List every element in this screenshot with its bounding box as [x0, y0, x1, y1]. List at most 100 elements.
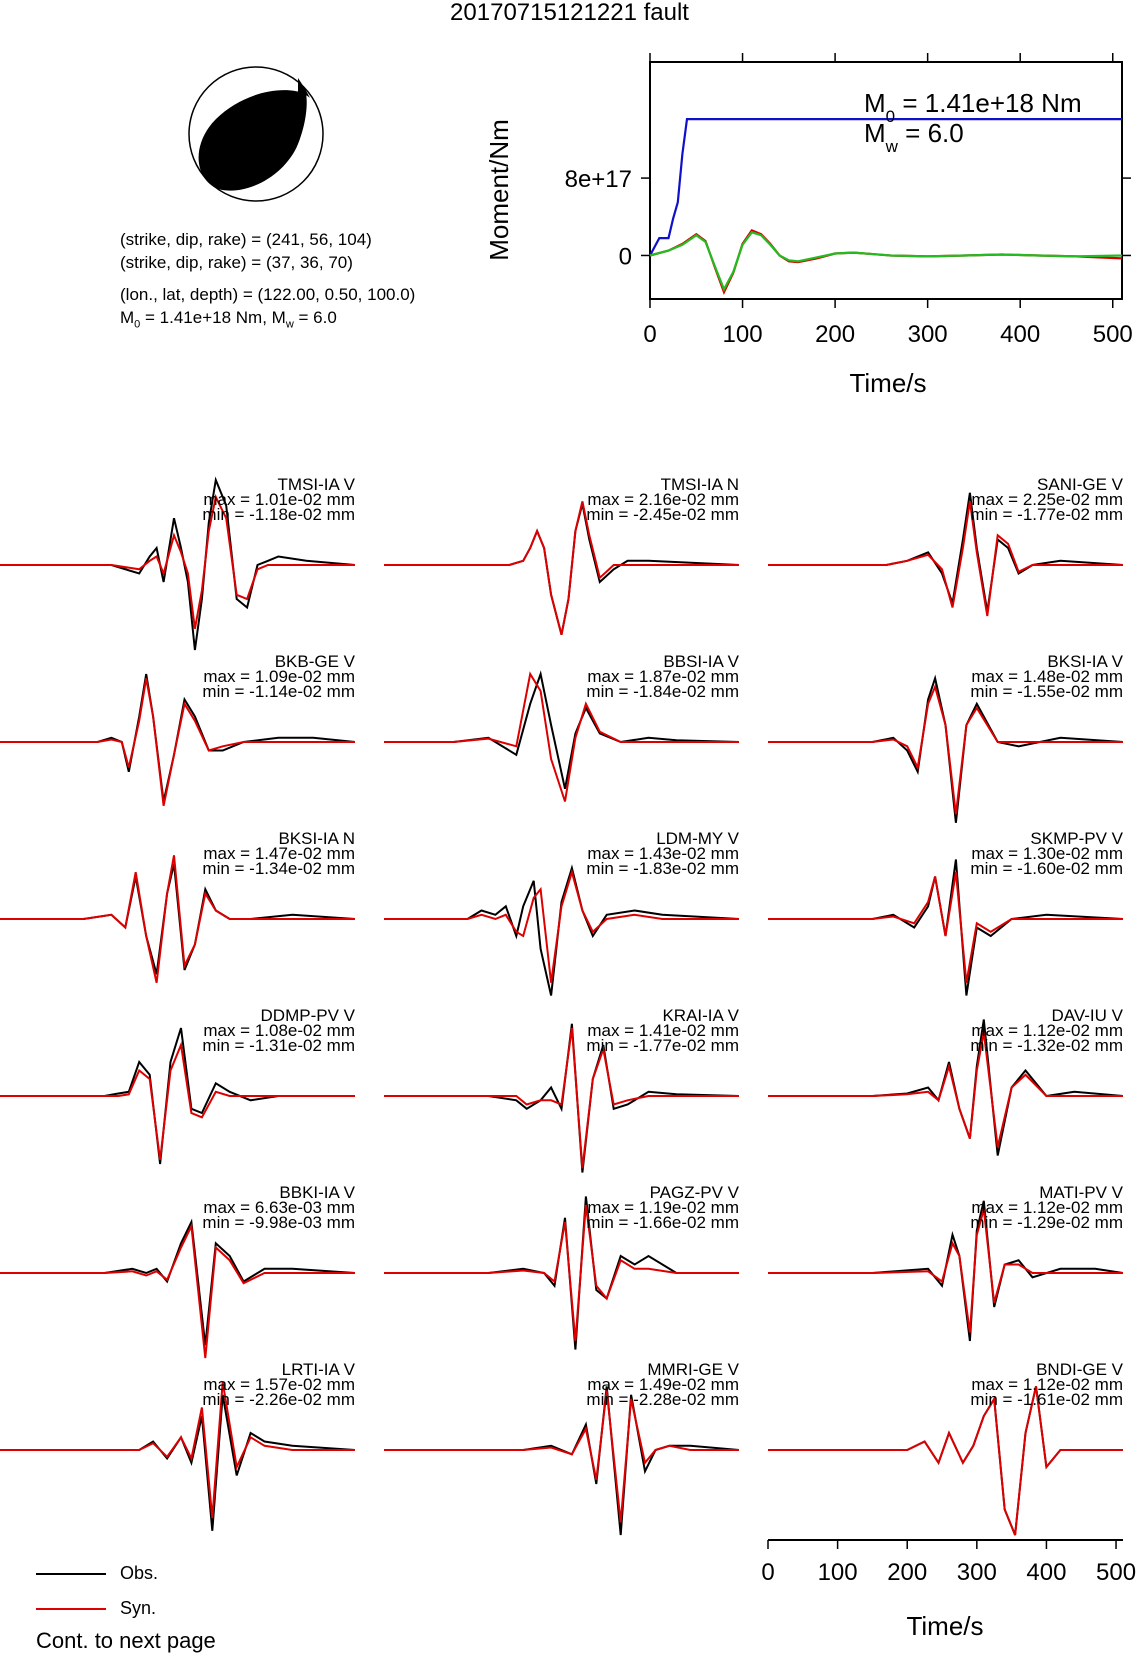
moment-time-chart: Moment/Nm Time/s 0 100 200 300 400 50008e+17 … [484, 53, 1133, 398]
station-name: DDMP-PV V [260, 1006, 355, 1025]
station-trace [0, 476, 355, 651]
syn-trace [0, 1381, 355, 1519]
obs-trace [768, 859, 1123, 996]
station-name: BNDI-GE V [1036, 1360, 1123, 1379]
bottom-x-tick-label: 100 [818, 1559, 858, 1586]
station-min: min = -9.98e-03 mm [202, 1213, 355, 1232]
syn-trace [384, 671, 739, 802]
station-max: max = 1.43e-02 mm [587, 844, 739, 863]
station-min: min = -1.14e-02 mm [202, 682, 355, 701]
station-trace [384, 1386, 739, 1536]
obs-trace [384, 670, 739, 790]
station-name: LDM-MY V [656, 829, 739, 848]
x-tick-label: 500 [1093, 321, 1133, 348]
station-trace [768, 1386, 1123, 1536]
station-name: MATI-PV V [1039, 1183, 1123, 1202]
syn-trace [0, 1222, 355, 1359]
station-min: min = -2.28e-02 mm [586, 1390, 739, 1409]
station-max: max = 2.16e-02 mm [587, 490, 739, 509]
station-trace [768, 859, 1123, 996]
syn-trace [0, 1041, 355, 1160]
y-tick-label: 0 [619, 243, 632, 270]
station-trace [384, 670, 739, 802]
moment-series-0 [649, 118, 1122, 257]
station-name: PAGZ-PV V [649, 1183, 739, 1202]
obs-trace [384, 1196, 739, 1350]
station-trace [0, 1218, 355, 1359]
syn-trace [768, 1032, 1123, 1148]
page-title: 20170715121221 fault [450, 0, 689, 26]
station-max: max = 1.08e-02 mm [203, 1021, 355, 1040]
station-max: max = 1.57e-02 mm [203, 1375, 355, 1394]
station-name: DAV-IU V [1051, 1006, 1123, 1025]
moment-series-2 [649, 231, 1123, 292]
station-trace [768, 674, 1123, 823]
station-trace [0, 1027, 355, 1165]
legend-syn-swatch [36, 1608, 106, 1611]
station-min: min = -1.55e-02 mm [970, 682, 1123, 701]
bottom-x-axis-label: Time/s [906, 1611, 983, 1641]
syn-trace [384, 868, 739, 983]
moment-symbol: M [120, 308, 135, 327]
syn-trace [0, 855, 355, 984]
station-name: MMRI-GE V [647, 1360, 739, 1379]
syn-trace [384, 1204, 739, 1342]
station-min: min = -1.31e-02 mm [202, 1036, 355, 1055]
station-trace [384, 1023, 739, 1173]
syn-trace [768, 501, 1123, 617]
station-max: max = 1.19e-02 mm [587, 1198, 739, 1217]
station-name: TMSI-IA V [277, 475, 355, 494]
station-max: max = 1.47e-02 mm [203, 844, 355, 863]
moment-magnitude-line: M0 = 1.41e+18 Nm, Mw = 6.0 [120, 307, 337, 335]
legend-syn-label: Syn. [120, 1598, 157, 1618]
station-trace [768, 492, 1123, 617]
syn-trace [384, 1027, 739, 1169]
station-trace [0, 673, 355, 806]
legend-syn: Syn. [36, 1598, 156, 1619]
nodal-plane-2: (strike, dip, rake) = (37, 36, 70) [120, 253, 353, 272]
syn-trace [0, 493, 355, 629]
station-min: min = -2.26e-02 mm [202, 1390, 355, 1409]
nodal-plane-1: (strike, dip, rake) = (241, 56, 104) [120, 230, 372, 249]
mw-value: = 6.0 [293, 308, 337, 327]
mw-sub: w [285, 318, 294, 331]
mw-annotation: Mw = 6.0 [864, 118, 964, 156]
obs-trace [384, 864, 739, 996]
legend-obs-swatch [36, 1573, 106, 1576]
station-name: SKMP-PV V [1030, 829, 1123, 848]
station-min: min = -1.84e-02 mm [586, 682, 739, 701]
bottom-x-tick-label: 400 [1026, 1559, 1066, 1586]
station-name: BKSI-IA V [1047, 652, 1123, 671]
bottom-x-tick-label: 500 [1096, 1559, 1136, 1586]
x-tick-label: 200 [815, 321, 855, 348]
obs-trace [0, 476, 355, 651]
station-max: max = 1.48e-02 mm [971, 667, 1123, 686]
bottom-x-tick-label: 0 [761, 1559, 774, 1586]
syn-trace [384, 501, 739, 635]
station-name: BKB-GE V [274, 652, 355, 671]
station-min: min = -1.83e-02 mm [586, 859, 739, 878]
station-max: max = 1.49e-02 mm [587, 1375, 739, 1394]
moment-value: = 1.41e+18 Nm, M [140, 308, 286, 327]
moment-sub: 0 [134, 318, 141, 331]
obs-trace [0, 1027, 355, 1165]
x-tick-label: 300 [908, 321, 948, 348]
station-trace [384, 1196, 739, 1350]
station-max: max = 1.12e-02 mm [971, 1198, 1123, 1217]
syn-trace [768, 683, 1123, 815]
station-name: LRTI-IA V [281, 1360, 355, 1379]
hypocenter-location: (lon., lat, depth) = (122.00, 0.50, 100.… [120, 285, 416, 304]
bottom-x-tick-label: 200 [887, 1559, 927, 1586]
